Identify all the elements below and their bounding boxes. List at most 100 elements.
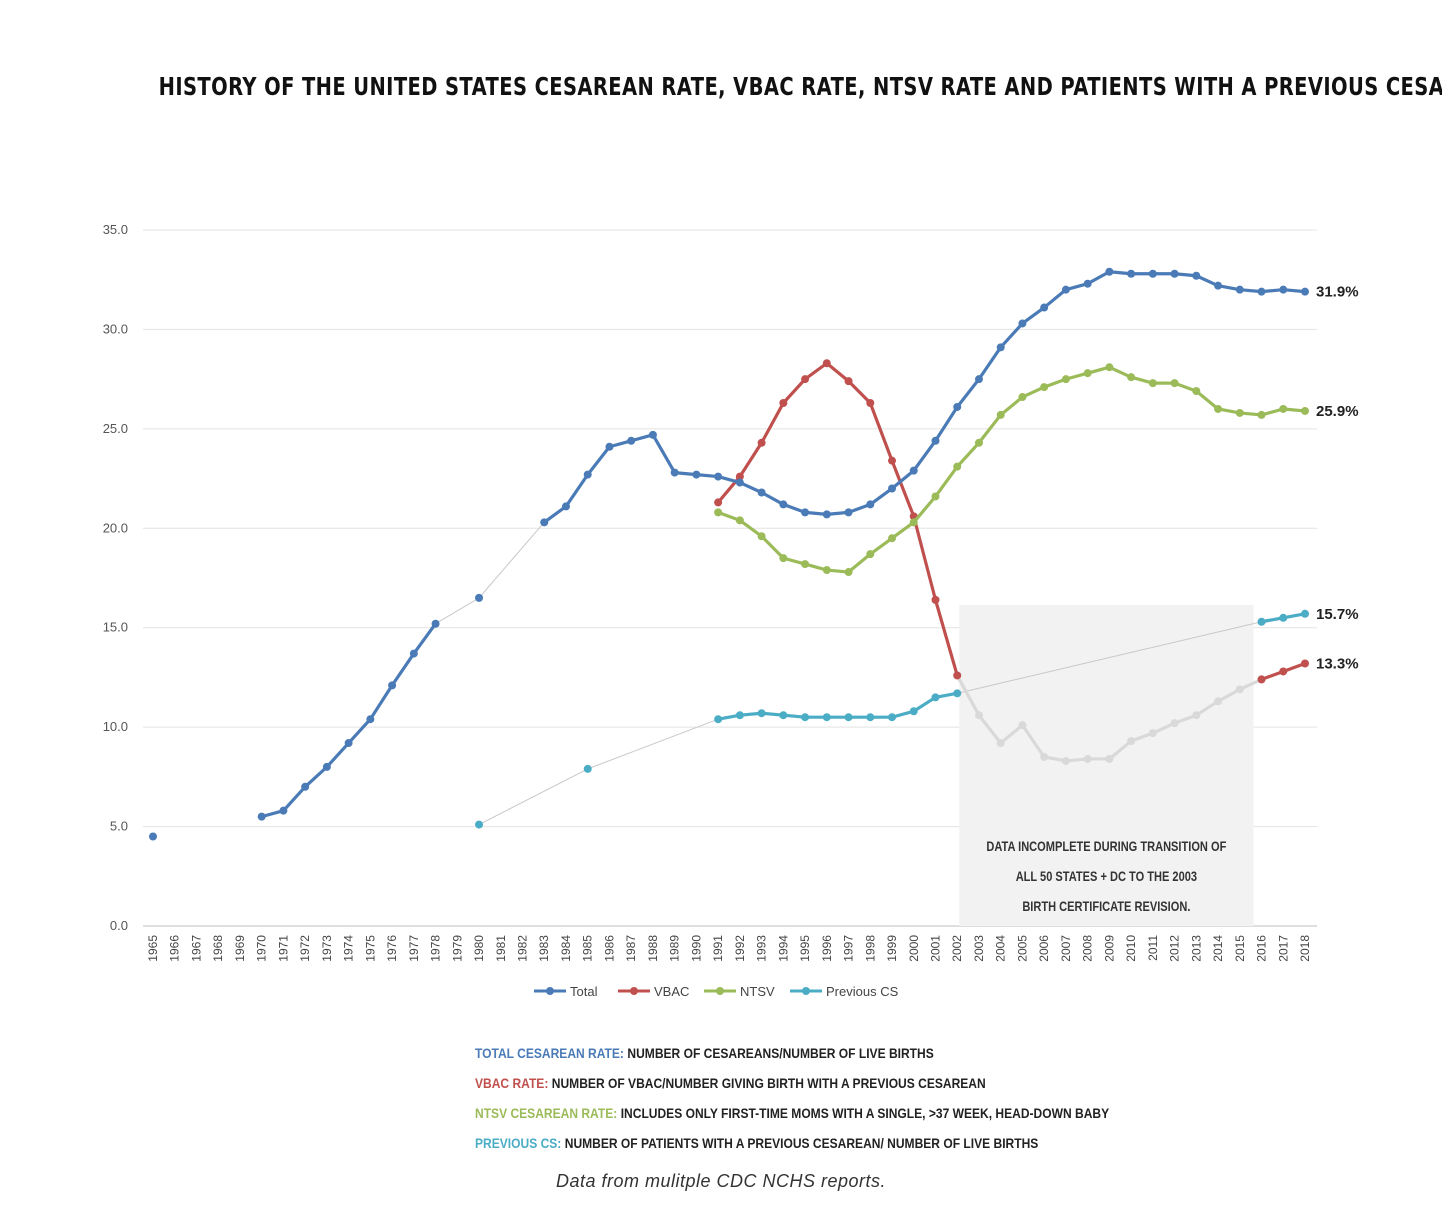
total-point xyxy=(322,762,331,771)
x-tick-label: 1991 xyxy=(711,935,725,962)
vbac-point xyxy=(757,438,766,447)
total-point xyxy=(149,832,157,841)
end-labels: 31.9% 25.9% 15.7% 13.3% xyxy=(1316,284,1359,673)
total-point xyxy=(1257,287,1266,296)
y-tick-label: 10.0 xyxy=(103,719,128,734)
ntsv-point xyxy=(779,554,788,563)
x-tick-label: 1966 xyxy=(168,935,182,962)
definitions-list: TOTAL CESAREAN RATE: NUMBER OF CESAREANS/… xyxy=(475,1043,1275,1163)
ntsv-point xyxy=(735,516,744,525)
ntsv-point xyxy=(1279,404,1288,413)
total-point xyxy=(1170,269,1179,278)
definition-text: NUMBER OF VBAC/NUMBER GIVING BIRTH WITH … xyxy=(551,1075,986,1091)
ntsv-point xyxy=(1040,383,1049,392)
x-tick-label: 2015 xyxy=(1233,935,1247,962)
x-tick-label: 2010 xyxy=(1124,935,1138,962)
ntsv-point xyxy=(1170,379,1179,388)
total-point xyxy=(301,782,310,791)
ntsv-point xyxy=(866,550,875,559)
total-point xyxy=(801,508,810,517)
total-point xyxy=(366,715,375,724)
ntsv-point xyxy=(714,508,723,517)
x-tick-label: 2009 xyxy=(1102,935,1116,962)
y-tick-label: 5.0 xyxy=(110,819,128,834)
vbac-point xyxy=(866,399,875,408)
vbac-point xyxy=(714,498,723,507)
end-label: 31.9% xyxy=(1316,284,1359,301)
vbac-incomplete-point xyxy=(1127,737,1136,746)
x-tick-label: 1998 xyxy=(863,935,877,962)
x-tick-label: 1985 xyxy=(581,935,595,962)
legend-label: NTSV xyxy=(740,984,775,999)
total-point xyxy=(1301,287,1309,296)
ntsv-point xyxy=(996,410,1005,419)
total-point xyxy=(1148,269,1157,278)
annotation-line: ALL 50 STATES + DC TO THE 2003 xyxy=(1016,869,1197,884)
ntsv-point xyxy=(1257,410,1266,419)
previous-cs-point xyxy=(779,711,788,720)
x-tick-label: 1993 xyxy=(755,935,769,962)
vbac-incomplete-point xyxy=(974,711,983,720)
vbac-point xyxy=(822,359,831,368)
total-point xyxy=(409,649,418,658)
series-lines xyxy=(149,267,1309,841)
x-tick-label: 1978 xyxy=(429,935,443,962)
vbac-incomplete-point xyxy=(1235,685,1244,694)
total-point xyxy=(866,500,875,509)
chart-title: HISTORY OF THE UNITED STATES CESAREAN RA… xyxy=(158,72,1442,101)
x-tick-label: 1989 xyxy=(668,935,682,962)
vbac-point xyxy=(735,472,744,481)
definition-term: VBAC RATE: xyxy=(475,1075,549,1091)
vbac-point xyxy=(1301,659,1309,668)
vbac-incomplete-point xyxy=(1061,756,1070,765)
total-point xyxy=(1061,285,1070,294)
x-tick-label: 1996 xyxy=(820,935,834,962)
ntsv-point xyxy=(822,566,831,575)
previous-cs-point xyxy=(866,713,875,722)
total-point xyxy=(257,812,266,821)
previous-cs-point xyxy=(1301,609,1309,618)
total-point xyxy=(648,430,657,439)
ntsv-point xyxy=(801,560,810,569)
vbac-point xyxy=(1257,675,1266,684)
x-tick-label: 2004 xyxy=(994,935,1008,962)
x-tick-label: 2013 xyxy=(1189,935,1203,962)
definition-text: INCLUDES ONLY FIRST-TIME MOMS WITH A SIN… xyxy=(620,1105,1110,1121)
x-tick-label: 2016 xyxy=(1255,935,1269,962)
legend-marker xyxy=(802,987,810,995)
x-tick-label: 2001 xyxy=(928,935,942,962)
total-point xyxy=(670,468,679,477)
y-tick-label: 0.0 xyxy=(110,918,128,933)
total-point xyxy=(475,593,484,602)
x-tick-label: 1972 xyxy=(298,935,312,962)
previous-cs-point xyxy=(801,713,810,722)
y-tick-label: 30.0 xyxy=(103,321,128,336)
x-tick-label: 2005 xyxy=(1015,935,1029,962)
x-tick-label: 1983 xyxy=(537,935,551,962)
previous-cs-point xyxy=(475,820,484,829)
vbac-incomplete-point xyxy=(1214,697,1223,706)
x-tick-label: 1992 xyxy=(733,935,747,962)
ntsv-point xyxy=(909,518,918,527)
x-tick-label: 2006 xyxy=(1037,935,1051,962)
x-tick-label: 1970 xyxy=(255,935,269,962)
definition-ntsv: NTSV CESAREAN RATE: INCLUDES ONLY FIRST-T… xyxy=(475,1103,1163,1133)
x-tick-label: 1984 xyxy=(559,935,573,962)
x-tick-label: 2002 xyxy=(950,935,964,962)
y-tick-label: 15.0 xyxy=(103,620,128,635)
total-point xyxy=(714,472,723,481)
ntsv-point xyxy=(1061,375,1070,384)
total-point xyxy=(1279,285,1288,294)
x-tick-label: 1971 xyxy=(276,935,290,962)
ntsv-point xyxy=(757,532,766,541)
previous-cs-point xyxy=(888,713,897,722)
total-point xyxy=(1083,279,1092,288)
vbac-incomplete-point xyxy=(1083,754,1092,763)
gap-connector xyxy=(587,718,719,770)
x-tick-label: 1988 xyxy=(646,935,660,962)
ntsv-point xyxy=(974,438,983,447)
x-tick-label: 1981 xyxy=(494,935,508,962)
previous-cs-point xyxy=(909,707,918,716)
vbac-incomplete-point xyxy=(996,739,1005,748)
